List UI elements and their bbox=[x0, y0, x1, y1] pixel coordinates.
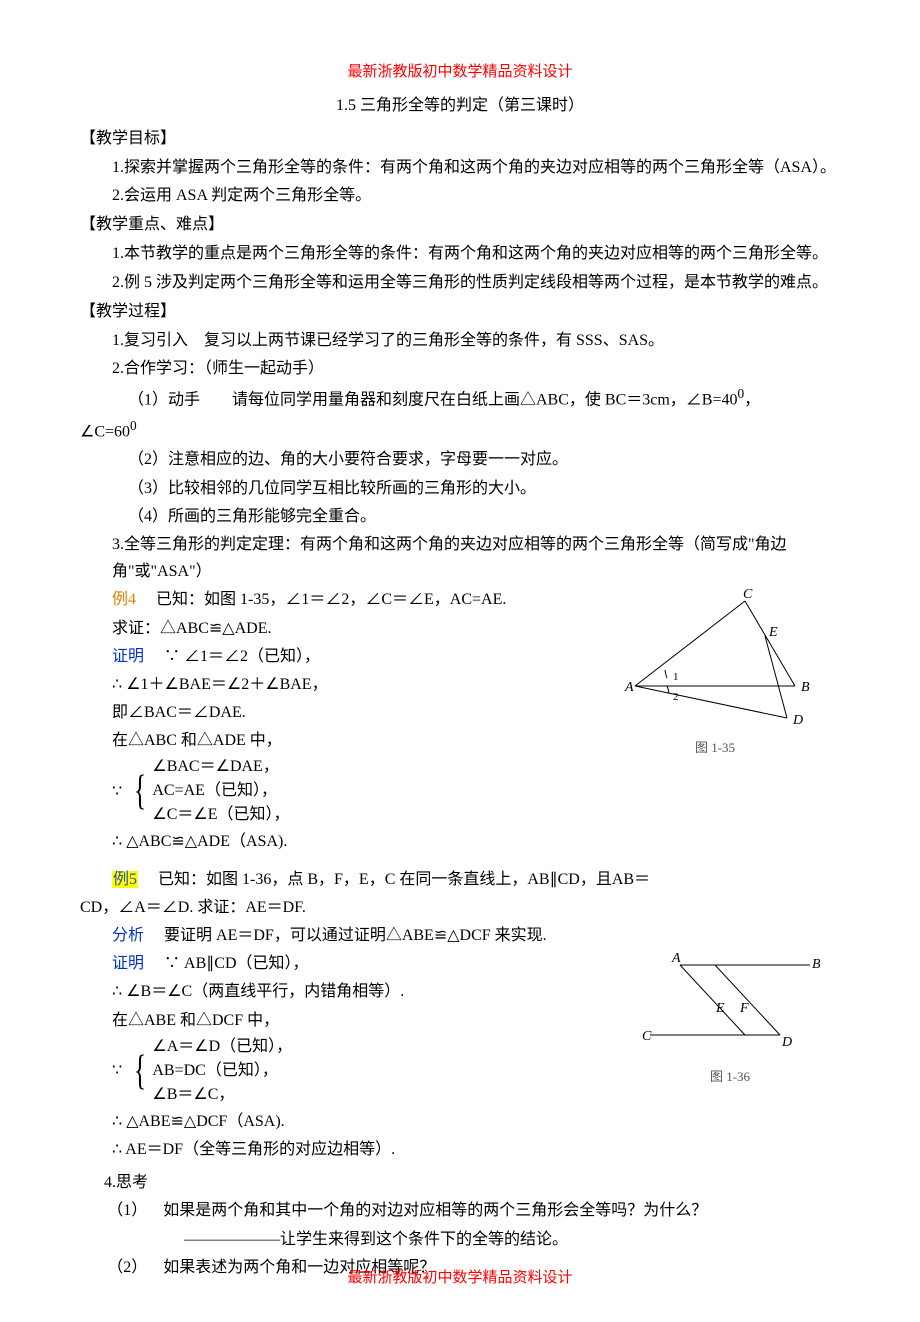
example-4-block: A B C D E 1 2 图 1-35 例4 已知：如图 1-35，∠1＝∠2… bbox=[80, 586, 840, 855]
page-footer: 最新浙教版初中数学精品资料设计 bbox=[0, 1266, 920, 1292]
svg-text:2: 2 bbox=[673, 691, 679, 703]
figure-1-35-svg: A B C D E 1 2 bbox=[615, 586, 815, 726]
process-2-3: （3）比较相邻的几位同学互相比较所画的三角形的大小。 bbox=[80, 475, 840, 502]
svg-text:1: 1 bbox=[673, 671, 679, 683]
svg-text:C: C bbox=[743, 587, 753, 602]
ex5-b2: AB=DC（已知）， bbox=[152, 1059, 292, 1083]
ex5-analysis: 分析 要证明 AE＝DF，可以通过证明△ABE≌△DCF 来实现. bbox=[80, 922, 840, 949]
svg-text:D: D bbox=[781, 1035, 792, 1050]
ex5-conclusion-1: △ABE≌△DCF（ASA). bbox=[80, 1108, 840, 1135]
ex5-line-given1: 例5 已知：如图 1-36，点 B，F，E，C 在同一条直线上，AB∥CD，且A… bbox=[80, 866, 840, 893]
goal-item-2: 2.会运用 ASA 判定两个三角形全等。 bbox=[80, 182, 840, 209]
process-item-2: 2.合作学习：（师生一起动手） bbox=[80, 355, 840, 382]
svg-text:E: E bbox=[715, 1001, 725, 1016]
keypoint-item-2: 2.例 5 涉及判定两个三角形全等和运用全等三角形的性质判定线段相等两个过程，是… bbox=[80, 269, 840, 296]
brace-icon-2: { bbox=[134, 1035, 146, 1107]
svg-text:E: E bbox=[768, 625, 778, 640]
ex4-conclusion: △ABC≌△ADE（ASA). bbox=[80, 828, 840, 855]
deg-sup-2: 0 bbox=[130, 418, 137, 433]
svg-text:F: F bbox=[739, 1001, 749, 1016]
ex4-brace-row: ∵ { ∠BAC＝∠DAE， AC=AE（已知）， ∠C＝∠E（已知）， bbox=[80, 755, 840, 827]
think-item-1-sub: ――――――让学生来得到这个条件下的全等的结论。 bbox=[80, 1226, 840, 1253]
think-heading: 4.思考 bbox=[80, 1169, 840, 1196]
process-2-1: （1）动手 请每位同学用量角器和刻度尺在白纸上画△ABC，使 BC＝3cm，∠B… bbox=[80, 383, 840, 414]
ex5-label: 例5 bbox=[112, 871, 138, 888]
svg-text:D: D bbox=[792, 713, 803, 726]
svg-text:A: A bbox=[624, 680, 634, 695]
figure-1-36: A B C D E F 图 1-36 bbox=[630, 950, 830, 1088]
process-2-4: （4）所画的三角形能够完全重合。 bbox=[80, 503, 840, 530]
ex5-proof-block: A B C D E F 图 1-36 证明 AB∥CD（已知）， ∠B＝∠C（两… bbox=[80, 950, 840, 1163]
ex4-label: 例4 bbox=[112, 591, 136, 608]
svg-text:B: B bbox=[812, 957, 820, 972]
goal-item-1: 1.探索并掌握两个三角形全等的条件：有两个角和这两个角的夹边对应相等的两个三角形… bbox=[80, 154, 840, 181]
ex5-proof-label: 证明 bbox=[112, 955, 144, 972]
process-2-1c: ∠C=600 bbox=[80, 415, 840, 446]
process-item-1: 1.复习引入 复习以上两节课已经学习了的三角形全等的条件，有 SSS、SAS。 bbox=[80, 327, 840, 354]
process-item-3: 3.全等三角形的判定定理：有两个角和这两个角的夹边对应相等的两个三角形全等（简写… bbox=[80, 531, 840, 585]
ex5-conclusion-2: AE＝DF（全等三角形的对应边相等）. bbox=[80, 1136, 840, 1163]
think-item-1: （1） 如果是两个角和其中一个角的对边对应相等的两个三角形会全等吗？为什么？ bbox=[80, 1197, 840, 1224]
ex4-b3: ∠C＝∠E（已知）， bbox=[152, 803, 289, 827]
page-header: 最新浙教版初中数学精品资料设计 bbox=[80, 60, 840, 86]
ex4-b2: AC=AE（已知）， bbox=[152, 779, 289, 803]
heading-goals: 【教学目标】 bbox=[80, 125, 840, 152]
ex5-analysis-label: 分析 bbox=[112, 927, 144, 944]
ex4-b1: ∠BAC＝∠DAE， bbox=[152, 755, 289, 779]
brace-icon: { bbox=[134, 755, 146, 827]
ex4-proof-label: 证明 bbox=[112, 648, 144, 665]
svg-text:B: B bbox=[801, 680, 810, 695]
keypoint-item-1: 1.本节教学的重点是两个三角形全等的条件：有两个角和这两个角的夹边对应相等的两个… bbox=[80, 240, 840, 267]
example-5-block: 例5 已知：如图 1-36，点 B，F，E，C 在同一条直线上，AB∥CD，且A… bbox=[80, 866, 840, 1164]
heading-process: 【教学过程】 bbox=[80, 298, 840, 325]
page: 最新浙教版初中数学精品资料设计 1.5 三角形全等的判定（第三课时） 【教学目标… bbox=[0, 0, 920, 1322]
figure-1-35-caption: 图 1-35 bbox=[600, 737, 830, 759]
figure-1-36-caption: 图 1-36 bbox=[630, 1066, 830, 1088]
document-title: 1.5 三角形全等的判定（第三课时） bbox=[80, 92, 840, 119]
figure-1-35: A B C D E 1 2 图 1-35 bbox=[600, 586, 830, 759]
heading-keypoints: 【教学重点、难点】 bbox=[80, 211, 840, 238]
process-2-2: （2）注意相应的边、角的大小要符合要求，字母要一一对应。 bbox=[80, 446, 840, 473]
svg-text:A: A bbox=[671, 951, 681, 966]
figure-1-36-svg: A B C D E F bbox=[640, 950, 820, 1055]
process-2-1a: （1）动手 请每位同学用量角器和刻度尺在白纸上画△ABC，使 BC＝3cm，∠B… bbox=[128, 392, 738, 409]
ex5-b3: ∠B＝∠C， bbox=[152, 1083, 292, 1107]
svg-text:C: C bbox=[642, 1029, 652, 1044]
ex5-line-given2: CD，∠A＝∠D. 求证：AE＝DF. bbox=[80, 894, 840, 921]
ex5-b1: ∠A＝∠D（已知）， bbox=[152, 1035, 292, 1059]
